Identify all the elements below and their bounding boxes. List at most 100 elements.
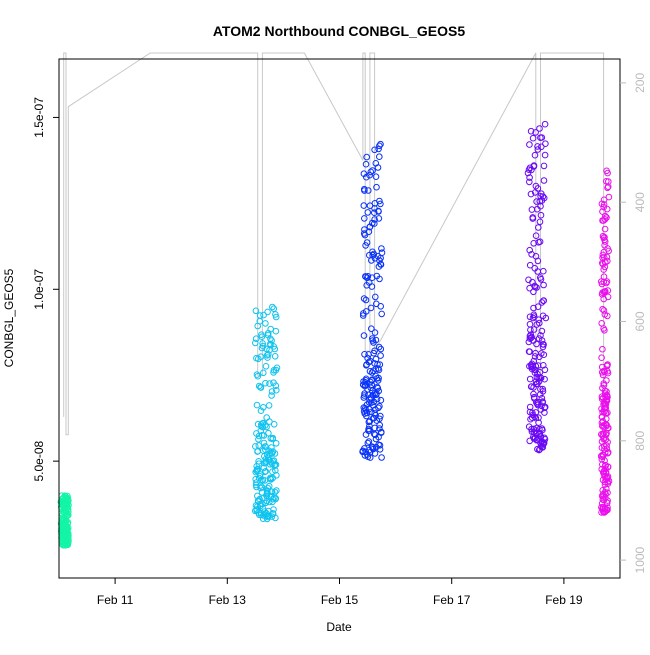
data-point [603,445,611,453]
data-point [269,303,276,311]
data-point [539,426,546,434]
data-point [270,305,278,313]
data-point [526,246,534,254]
data-point [601,263,609,271]
data-point [369,402,377,409]
data-point [378,310,386,318]
data-point [601,238,609,245]
data-point [377,352,384,359]
data-point [64,504,72,511]
data-point [268,488,276,496]
data-point [360,295,368,302]
data-point [266,450,273,457]
data-point [260,404,267,411]
data-point [263,414,271,421]
data-point [539,343,547,351]
data-point [376,142,383,150]
data-point [264,489,271,497]
data-point [532,129,539,136]
data-point [371,329,379,336]
data-point [262,446,269,454]
data-point [598,413,606,421]
data-point [601,508,608,516]
y2-tick-label: 600 [633,311,647,331]
data-point [268,444,275,451]
data-point [368,381,376,389]
data-point [371,220,378,227]
data-point [261,508,268,515]
data-point [255,458,262,465]
data-point [368,408,375,416]
data-point [541,403,549,411]
data-point [371,424,379,432]
data-point [271,345,279,353]
data-point [602,212,609,220]
data-point [377,260,384,268]
data-point [371,146,378,154]
data-point [603,214,610,221]
data-point [538,327,546,335]
data-point [376,403,383,410]
data-point [364,453,372,461]
data-point [540,439,548,446]
y-tick-label: 5.0e-08 [32,440,46,481]
data-point [604,312,611,320]
y-tick-label: 1.0e-07 [32,269,46,310]
data-point [374,365,382,372]
data-point [376,421,384,429]
data-point [530,326,538,333]
data-point [375,374,382,382]
data-point [262,363,270,370]
data-point [268,337,275,344]
data-point [534,303,542,311]
data-point [538,143,545,151]
data-point [604,368,611,375]
data-point [363,153,371,161]
data-point [536,369,544,376]
data-point [65,511,72,519]
data-point [268,388,276,395]
data-point [531,395,538,402]
data-point [370,445,377,453]
data-point [530,240,538,247]
data-point [261,468,269,476]
series-group-3 [359,140,386,461]
data-point [536,238,544,245]
data-point [371,430,378,438]
data-point [263,490,271,498]
series-group-5 [597,167,613,516]
data-point [539,385,547,393]
data-point [532,409,540,416]
data-point [526,375,534,383]
data-point [600,307,608,314]
data-point [368,283,376,290]
data-point [374,164,382,171]
data-point [371,450,379,457]
data-points-layer [57,120,613,549]
data-point [541,151,549,159]
data-point [538,337,546,344]
data-point [377,200,384,208]
data-point [527,127,535,135]
data-point [540,351,548,359]
data-point [540,281,547,289]
data-point [535,316,543,324]
data-point [362,308,370,315]
data-point [256,495,263,503]
series-group-4 [524,120,550,454]
data-point [525,348,533,355]
data-point [369,167,376,174]
data-point [273,487,280,494]
data-point [361,231,369,239]
data-point [365,358,373,366]
x-tick-label: Feb 19 [545,593,583,607]
data-point [375,366,383,374]
data-point [538,394,546,402]
data-point [604,449,612,456]
data-point [536,125,543,132]
data-point [531,151,539,159]
data-point [542,140,549,147]
data-point [376,197,383,205]
data-point [265,429,272,437]
data-point [532,232,540,239]
